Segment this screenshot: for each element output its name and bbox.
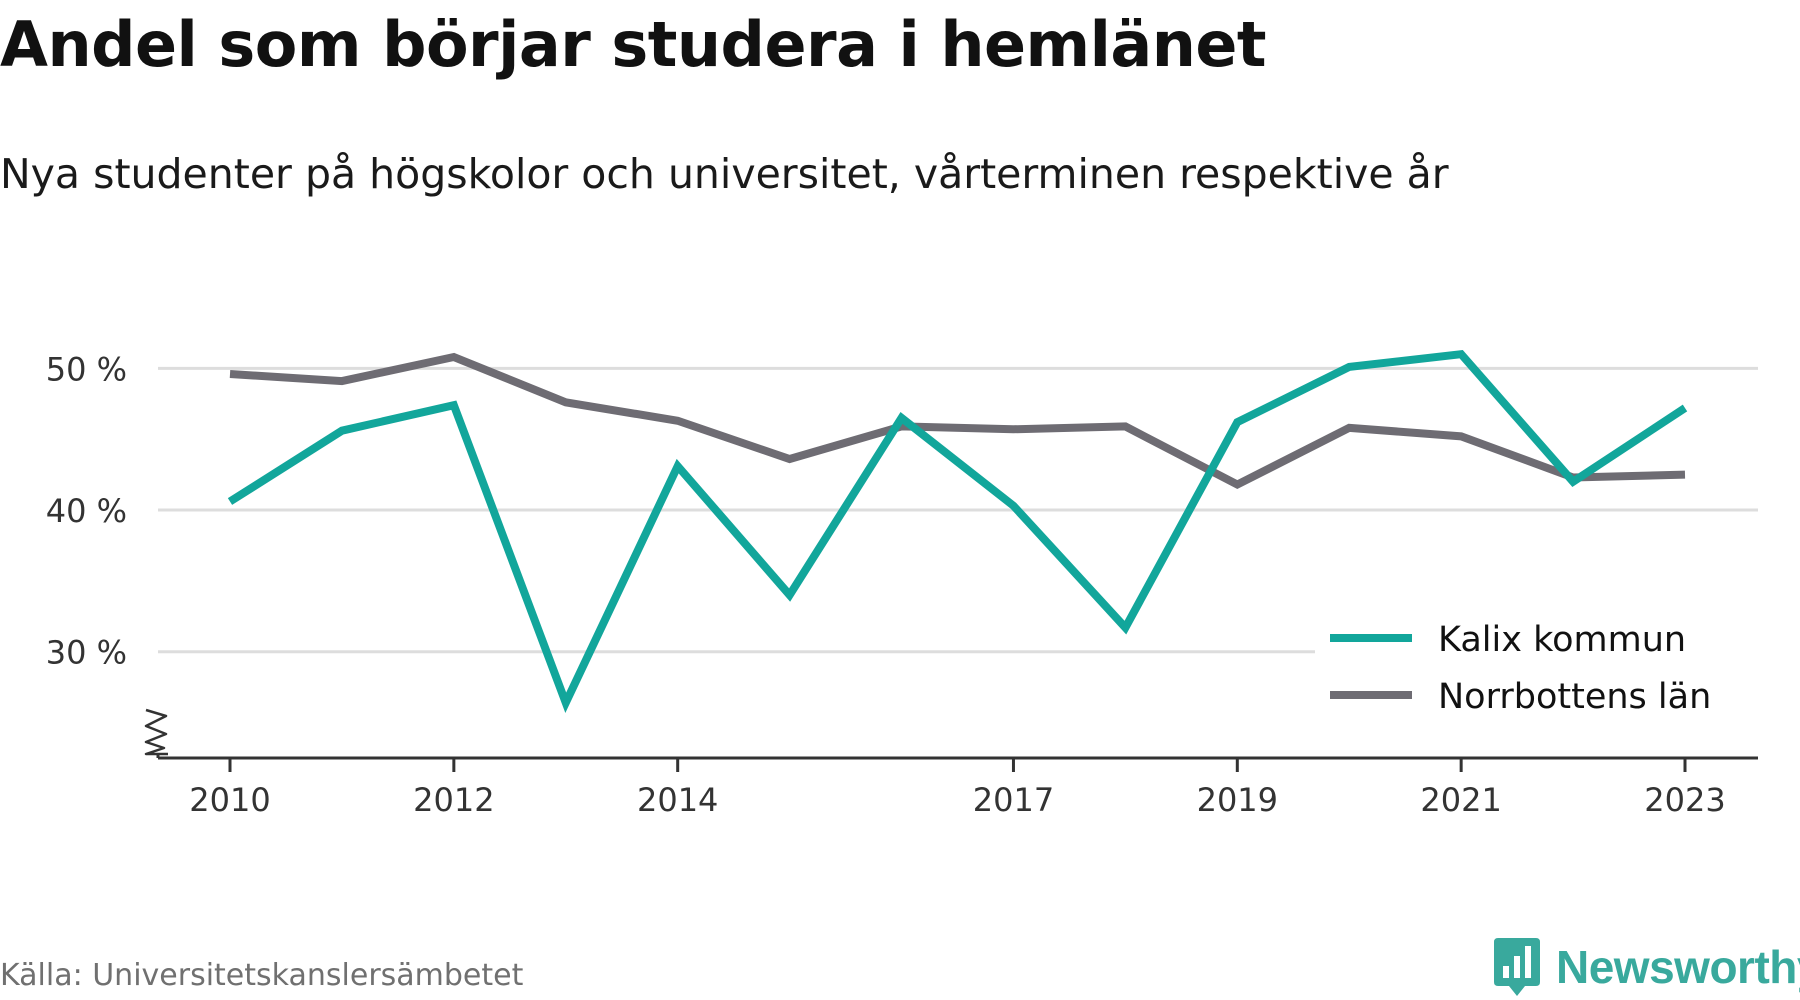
brand-logo: Newsworthy [1492,936,1800,998]
x-tick-label: 2019 [1197,781,1278,819]
x-tick-label: 2021 [1420,781,1501,819]
x-tick-label: 2023 [1644,781,1725,819]
y-tick-label: 40 % [46,492,127,530]
y-axis-break-marker [144,708,168,756]
legend-label: Norrbottens län [1438,677,1711,717]
y-tick-label: 30 % [46,634,127,672]
x-tick-label: 2012 [413,781,494,819]
series-line-kalix [227,349,1688,713]
chart-subtitle: Nya studenter på högskolor och universit… [0,150,1449,198]
x-tick-label: 2017 [973,781,1054,819]
series-lines [227,349,1688,713]
source-note: Källa: Universitetskanslersämbetet [0,958,524,993]
x-tick-label: 2014 [637,781,718,819]
newsworthy-logo-icon [1494,938,1540,996]
x-tick-label: 2010 [189,781,270,819]
brand-name: Newsworthy [1556,941,1800,993]
y-tick-label: 50 % [46,350,127,388]
chart-title: Andel som börjar studera i hemlänet [0,8,1267,81]
legend: Kalix kommun Norrbottens län [1315,605,1760,730]
legend-label: Kalix kommun [1438,620,1686,660]
series-line-norrbotten [229,352,1686,490]
axes: 30 % 40 % 50 % 2010 2012 2014 2017 2019 2021 2023 [46,350,1758,819]
legend-box [1315,605,1760,730]
